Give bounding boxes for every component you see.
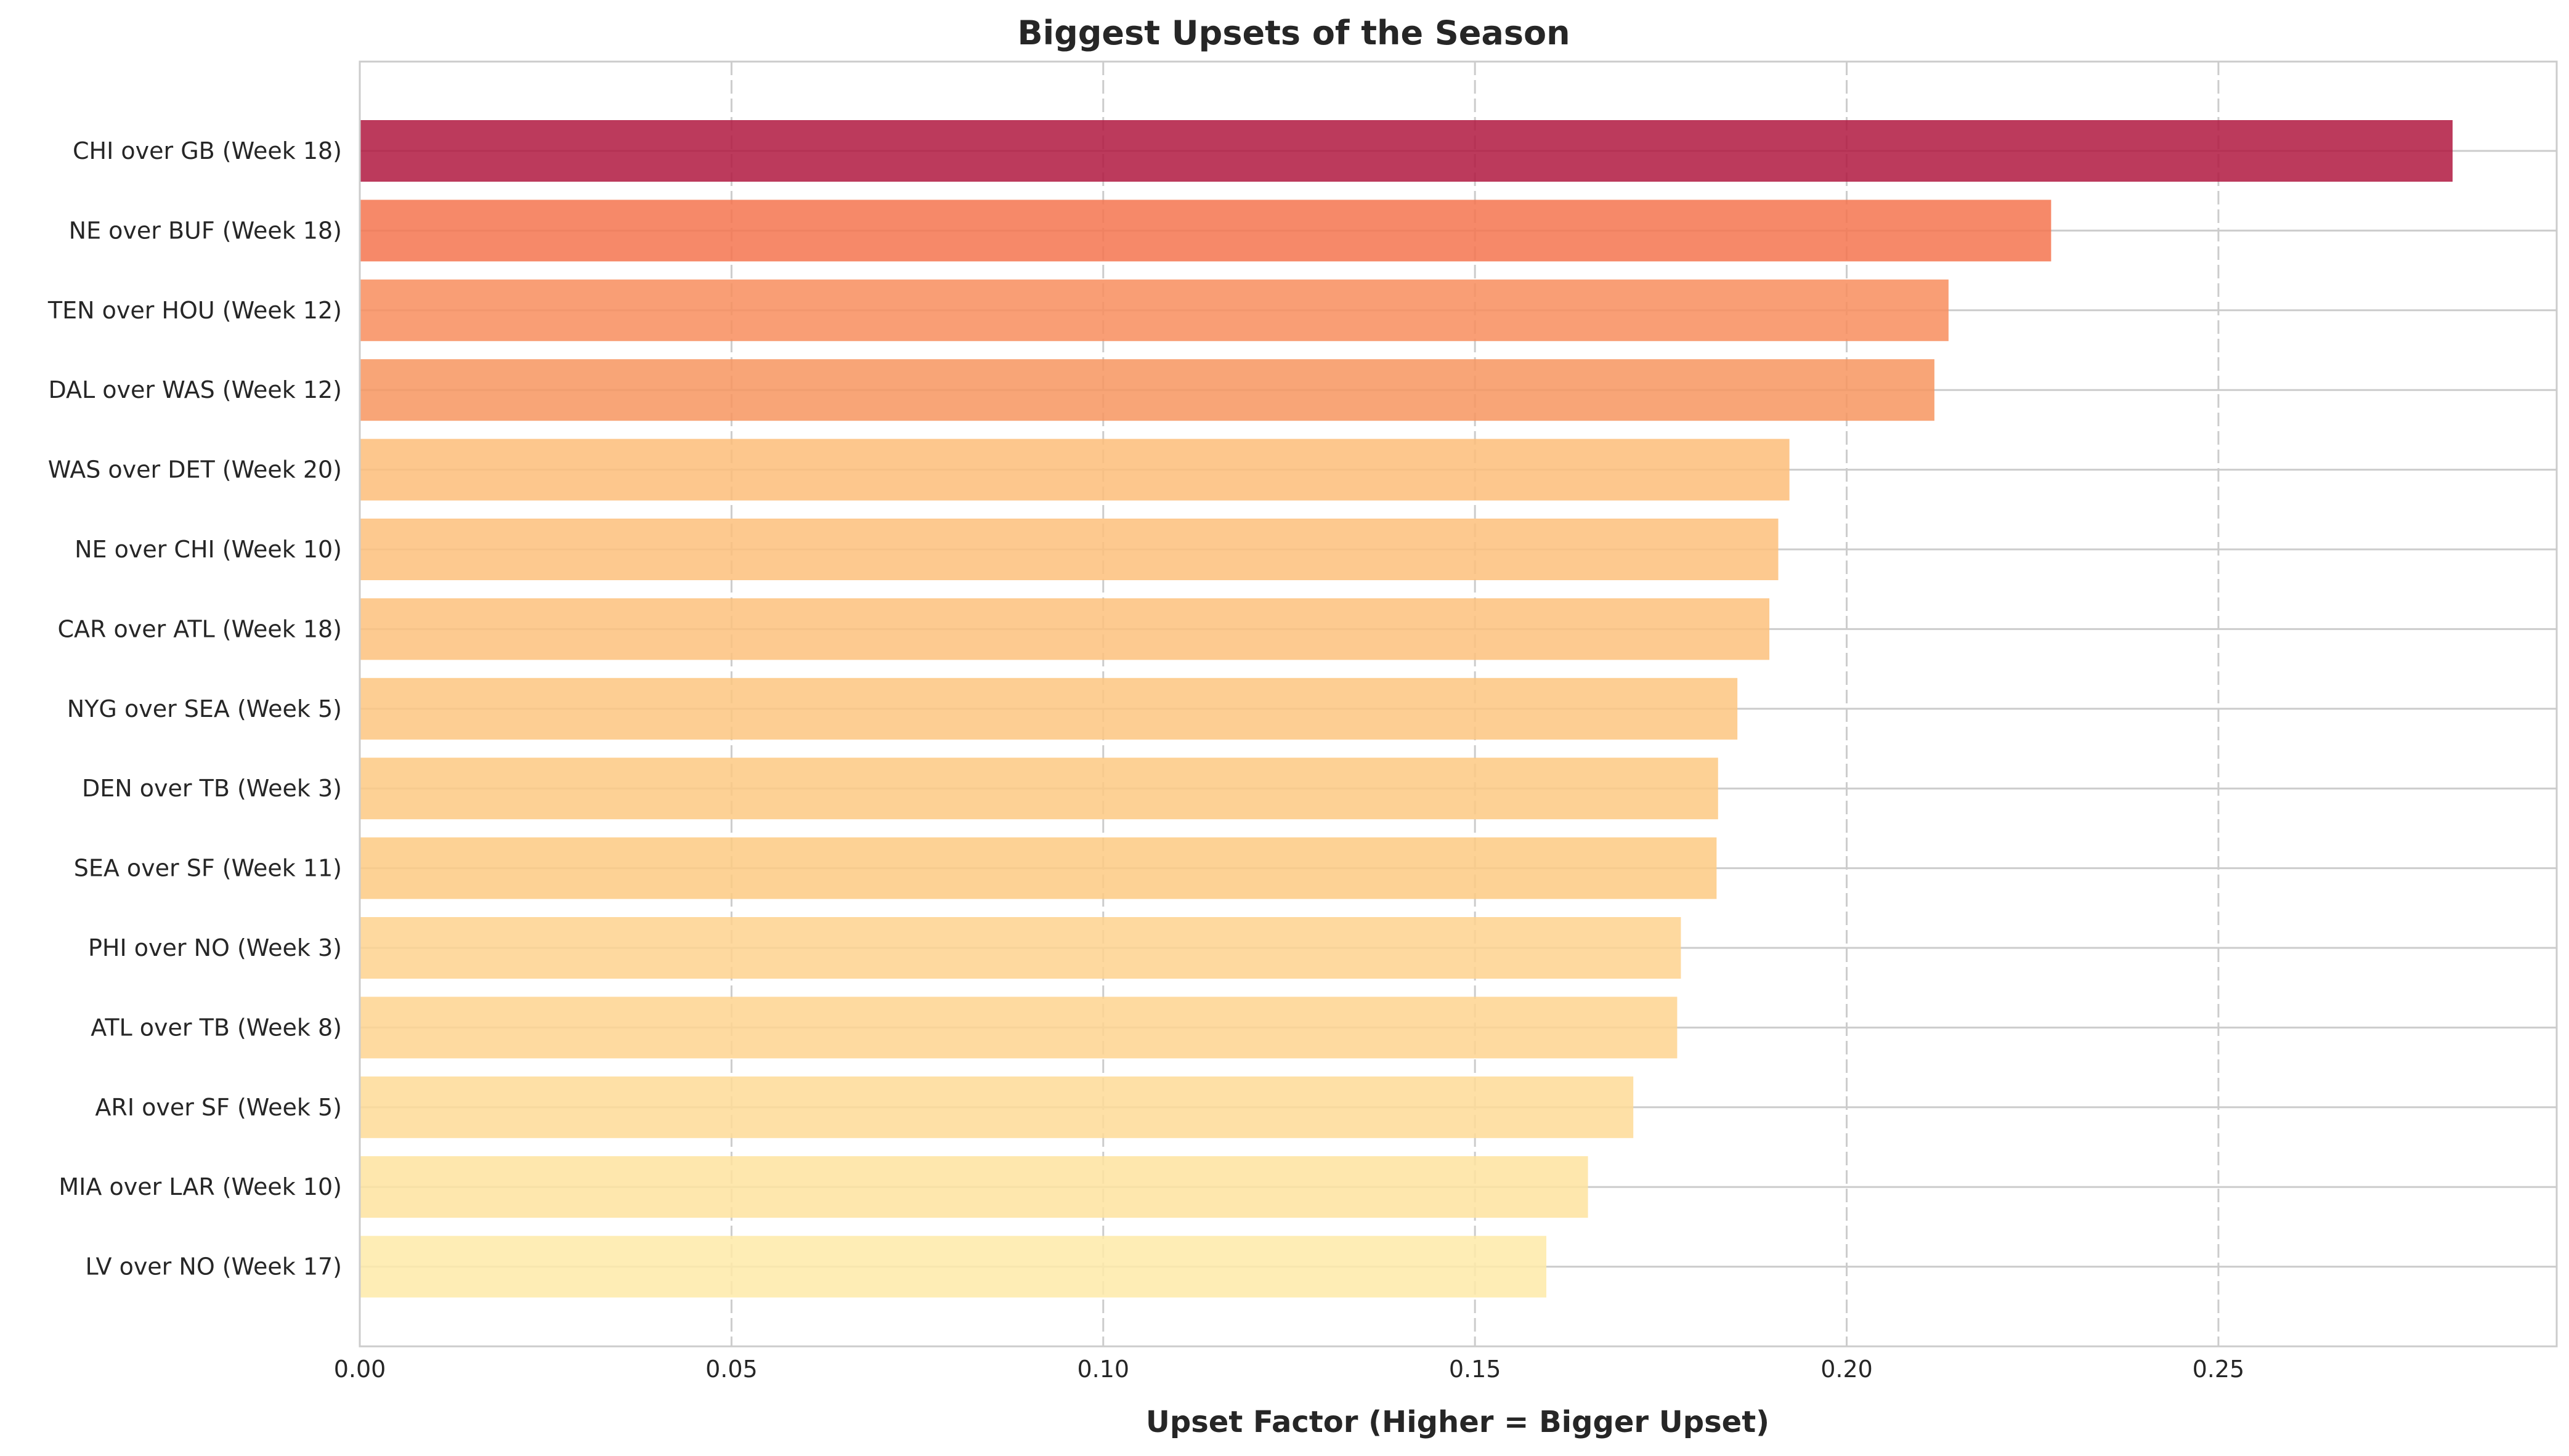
- category-label: DEN over TB (Week 3): [82, 775, 342, 802]
- x-axis-label: Upset Factor (Higher = Bigger Upset): [1146, 1405, 1769, 1439]
- bar: [360, 598, 1770, 660]
- category-label: NYG over SEA (Week 5): [67, 695, 342, 722]
- y-axis-labels: CHI over GB (Week 18) NE over BUF (Week 1…: [47, 137, 342, 1280]
- category-label: LV over NO (Week 17): [86, 1253, 343, 1280]
- category-label: TEN over HOU (Week 12): [47, 297, 342, 324]
- category-label: ARI over SF (Week 5): [95, 1094, 342, 1121]
- category-label: CAR over ATL (Week 18): [57, 615, 342, 642]
- x-tick-label: 0.05: [705, 1356, 758, 1383]
- category-label: PHI over NO (Week 3): [88, 934, 342, 961]
- bar: [360, 519, 1779, 580]
- bar: [360, 677, 1738, 740]
- bar: [360, 758, 1718, 820]
- bars: [360, 120, 2453, 1298]
- category-label: MIA over LAR (Week 10): [59, 1173, 342, 1200]
- x-tick-label: 0.00: [334, 1356, 386, 1383]
- category-label: CHI over GB (Week 18): [73, 137, 342, 164]
- x-tick-label: 0.20: [1820, 1356, 1873, 1383]
- bar: [360, 120, 2453, 182]
- x-tick-label: 0.15: [1449, 1356, 1501, 1383]
- bar: [360, 917, 1681, 979]
- bar: [360, 997, 1678, 1059]
- category-label: ATL over TB (Week 8): [91, 1014, 342, 1041]
- bar: [360, 200, 2052, 262]
- bar: [360, 1156, 1588, 1218]
- bar: [360, 359, 1934, 421]
- x-axis-ticks: 0.00 0.05 0.10 0.15 0.20 0.25: [334, 1356, 2245, 1383]
- bar: [360, 1236, 1547, 1298]
- chart-title: Biggest Upsets of the Season: [1017, 14, 1570, 52]
- category-label: WAS over DET (Week 20): [48, 456, 342, 483]
- plot-frame: [359, 60, 2558, 1348]
- category-label: DAL over WAS (Week 12): [48, 376, 342, 403]
- x-tick-label: 0.10: [1077, 1356, 1129, 1383]
- category-label: NE over BUF (Week 18): [69, 217, 342, 244]
- bar: [360, 279, 1949, 341]
- bar: [360, 1076, 1634, 1138]
- bar: [360, 837, 1717, 899]
- category-label: NE over CHI (Week 10): [75, 536, 342, 563]
- x-tick-label: 0.25: [2193, 1356, 2245, 1383]
- category-label: SEA over SF (Week 11): [74, 855, 342, 882]
- bar: [360, 439, 1790, 501]
